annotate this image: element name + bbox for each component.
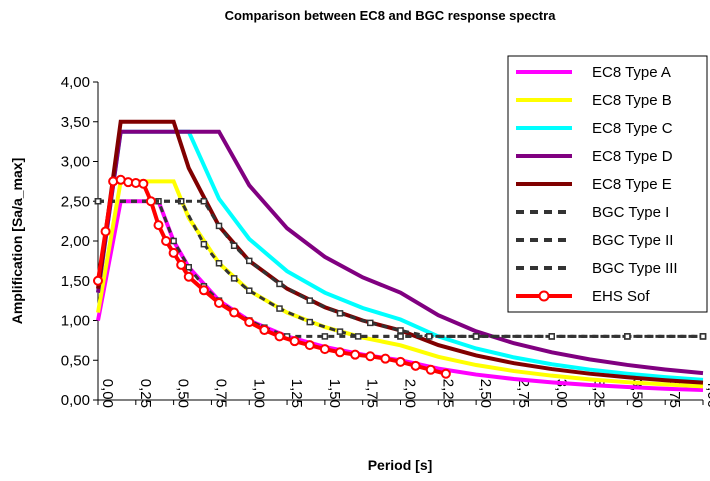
data-point	[198, 285, 209, 296]
data-point	[246, 287, 253, 294]
y-tick-label: 0,50	[61, 352, 90, 369]
data-point	[354, 333, 362, 340]
data-point	[230, 275, 238, 282]
data-point	[336, 328, 344, 335]
data-point	[425, 333, 433, 340]
data-point	[397, 327, 404, 334]
legend-marker	[538, 290, 550, 302]
y-tick-label: 3,50	[61, 114, 90, 131]
x-tick-label: 2,00	[402, 379, 419, 408]
data-point	[176, 259, 187, 270]
data-point	[276, 280, 283, 288]
legend-label: BGC Type I	[592, 204, 669, 221]
data-point	[365, 351, 376, 362]
legend-label: EC8 Type A	[592, 64, 671, 81]
x-tick-label: 1,50	[326, 379, 343, 408]
x-tick-label: 2,50	[477, 379, 494, 408]
data-point	[440, 368, 451, 379]
y-tick-label: 2,50	[61, 193, 90, 210]
data-point	[200, 198, 208, 205]
y-tick-label: 0,00	[61, 392, 90, 409]
data-point	[321, 333, 329, 340]
x-tick-label: 0,25	[137, 379, 154, 408]
data-point	[138, 178, 149, 189]
data-point	[200, 240, 208, 248]
y-tick-label: 4,00	[61, 74, 90, 91]
data-point	[395, 356, 406, 367]
data-point	[94, 198, 102, 205]
x-axis-label: Period [s]	[368, 457, 433, 473]
data-point	[472, 333, 480, 340]
data-point	[274, 331, 285, 342]
legend-label: BGC Type III	[592, 260, 678, 277]
legend-label: EC8 Type B	[592, 92, 672, 109]
legend-label: EC8 Type E	[592, 176, 672, 193]
legend-label: EC8 Type D	[592, 148, 673, 165]
x-tick-label: 3,00	[553, 379, 570, 408]
chart-title: Comparison between EC8 and BGC response …	[225, 8, 557, 23]
data-point	[350, 349, 361, 360]
x-tick-label: 0,50	[175, 379, 192, 408]
data-point	[319, 344, 330, 355]
data-point	[93, 275, 103, 286]
data-point	[276, 305, 283, 312]
data-point	[548, 333, 555, 340]
data-point	[289, 336, 300, 347]
data-point	[306, 318, 313, 326]
y-tick-label: 1,00	[61, 313, 90, 330]
legend-label: EHS Sof	[592, 288, 650, 305]
legend-label: EC8 Type C	[592, 120, 673, 137]
data-point	[306, 297, 313, 304]
data-point	[145, 196, 156, 207]
data-point	[214, 298, 224, 309]
data-point	[161, 236, 172, 246]
data-point	[380, 353, 391, 364]
y-tick-label: 3,00	[61, 154, 90, 171]
legend-label: BGC Type II	[592, 232, 673, 249]
x-tick-label: 2,75	[515, 379, 532, 408]
x-tick-label: 1,25	[288, 379, 305, 408]
data-point	[153, 220, 164, 231]
data-point	[367, 319, 374, 327]
data-point	[215, 260, 223, 267]
series-line	[96, 129, 704, 376]
data-point	[397, 333, 404, 340]
data-point	[230, 242, 238, 250]
y-tick-label: 2,00	[61, 233, 90, 250]
x-tick-label: 0,75	[212, 379, 229, 408]
series-line	[96, 119, 704, 385]
y-tick-label: 1,50	[61, 273, 90, 290]
x-tick-label: 0,00	[99, 379, 116, 408]
y-axis-label: Amplification [Sa/a_max]	[9, 158, 25, 325]
data-point	[168, 247, 179, 258]
data-point	[100, 226, 111, 237]
data-point	[244, 317, 255, 328]
x-tick-label: 1,00	[250, 379, 267, 408]
data-point	[229, 307, 240, 318]
x-tick-label: 4,00	[704, 379, 710, 408]
x-tick-label: 2,25	[439, 379, 456, 408]
data-point	[215, 222, 223, 230]
data-point	[170, 237, 177, 245]
data-point	[336, 310, 344, 317]
x-tick-label: 1,75	[364, 379, 381, 408]
data-point	[304, 340, 315, 351]
data-point	[624, 333, 631, 340]
data-point	[425, 364, 436, 375]
data-point	[185, 263, 192, 271]
data-point	[183, 271, 194, 282]
data-point	[335, 347, 345, 358]
data-point	[259, 325, 270, 336]
data-point	[246, 257, 253, 265]
data-point	[699, 333, 707, 340]
data-point	[410, 360, 421, 371]
